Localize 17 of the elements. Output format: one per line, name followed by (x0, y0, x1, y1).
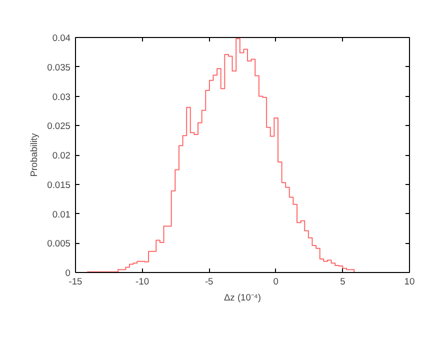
y-tick-label: 0.02 (52, 150, 70, 160)
y-tick-label: 0.015 (47, 180, 70, 190)
x-tick-label: 0 (273, 276, 279, 286)
x-axis-title: Δz (10⁻⁴) (224, 292, 262, 302)
y-tick-label: 0.035 (47, 62, 70, 72)
y-axis-title: Probability (29, 132, 40, 177)
x-tick-label: -15 (68, 276, 82, 286)
y-tick-label: 0.04 (52, 33, 70, 43)
x-tick-label: -5 (204, 276, 214, 286)
x-tick-label: 10 (404, 276, 415, 286)
y-tick-label: 0.005 (47, 238, 70, 249)
x-tick-label: -10 (136, 276, 150, 286)
y-tick-label: 0.01 (52, 209, 70, 220)
y-tick-label: 0.025 (47, 121, 70, 132)
y-tick-label: 0.03 (52, 92, 70, 102)
y-tick-label: 0 (65, 268, 71, 278)
x-tick-label: 5 (340, 276, 346, 286)
